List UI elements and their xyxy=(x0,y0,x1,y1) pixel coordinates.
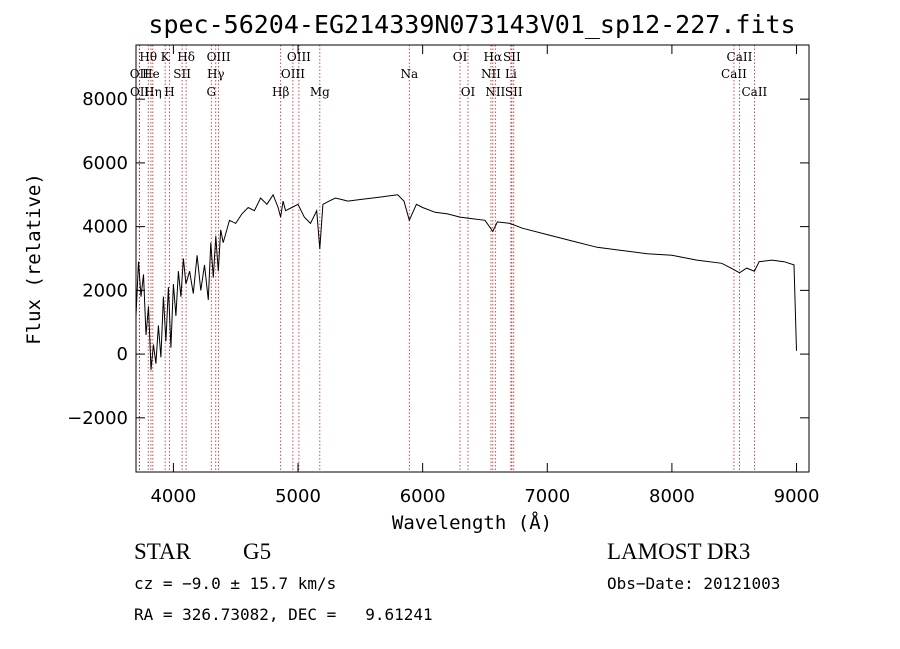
line-label-18: OI xyxy=(461,85,476,99)
redshift-readout: cz = −9.0 ± 15.7 km/s xyxy=(134,574,336,593)
object-class: STAR xyxy=(134,539,192,564)
line-label-11: G xyxy=(206,85,216,99)
x-tick-label-4: 8000 xyxy=(649,486,695,507)
y-tick-label-0: −2000 xyxy=(67,408,128,429)
y-tick-label-1: 0 xyxy=(117,344,128,365)
coordinates-readout: RA = 326.73082, DEC = 9.61241 xyxy=(134,605,433,624)
line-label-25: CaII xyxy=(727,50,753,64)
line-label-14: OIII xyxy=(287,50,311,64)
line-label-7: SII xyxy=(173,67,191,81)
y-tick-label-4: 6000 xyxy=(82,153,128,174)
survey-name: LAMOST DR3 xyxy=(607,539,750,564)
line-label-3: He xyxy=(142,67,160,81)
y-axis-ticks: −2000 0 2000 4000 6000 8000 xyxy=(67,89,809,429)
x-tick-label-0: 4000 xyxy=(150,486,196,507)
x-tick-label-2: 6000 xyxy=(400,486,446,507)
line-label-13: OIII xyxy=(281,67,305,81)
emission-line-markers xyxy=(138,45,755,472)
line-label-22: SII xyxy=(503,50,521,64)
line-label-15: Mg xyxy=(310,85,330,99)
x-axis-label: Wavelength (Å) xyxy=(392,511,552,534)
line-label-10: Hγ xyxy=(207,67,225,81)
line-label-4: Hη xyxy=(144,85,162,99)
line-label-16: Na xyxy=(400,67,418,81)
line-label-6: H xyxy=(164,85,174,99)
chart-title: spec-56204-EG214339N073143V01_sp12-227.f… xyxy=(148,10,795,39)
line-label-17: OI xyxy=(453,50,468,64)
line-label-20: NII xyxy=(481,67,501,81)
line-label-5: K xyxy=(161,50,171,64)
line-label-19: Hα xyxy=(484,50,503,64)
x-tick-label-5: 9000 xyxy=(774,486,820,507)
line-label-8: Hδ xyxy=(177,50,195,64)
object-subclass: G5 xyxy=(243,539,271,564)
x-tick-label-1: 5000 xyxy=(275,486,321,507)
observation-date: Obs−Date: 20121003 xyxy=(607,574,780,593)
y-axis-label: Flux (relative) xyxy=(23,173,45,345)
line-label-1: OII xyxy=(130,67,150,81)
line-label-24: SII xyxy=(505,85,523,99)
line-label-27: CaII xyxy=(741,85,767,99)
y-tick-label-2: 2000 xyxy=(82,280,128,301)
y-tick-label-3: 4000 xyxy=(82,217,128,238)
line-label-2: OII xyxy=(130,85,150,99)
plot-frame xyxy=(135,44,810,473)
line-label-0: Hθ xyxy=(139,50,157,64)
y-tick-label-5: 8000 xyxy=(82,89,128,110)
line-label-9: OIII xyxy=(207,50,231,64)
line-label-12: Hβ xyxy=(272,85,289,99)
spectrum-line xyxy=(135,193,797,371)
line-label-26: CaII xyxy=(721,67,747,81)
x-tick-label-3: 7000 xyxy=(524,486,570,507)
x-axis-ticks: 4000 5000 6000 7000 8000 9000 xyxy=(150,45,819,507)
line-label-21: NII xyxy=(485,85,505,99)
line-label-23: Li xyxy=(505,67,517,81)
